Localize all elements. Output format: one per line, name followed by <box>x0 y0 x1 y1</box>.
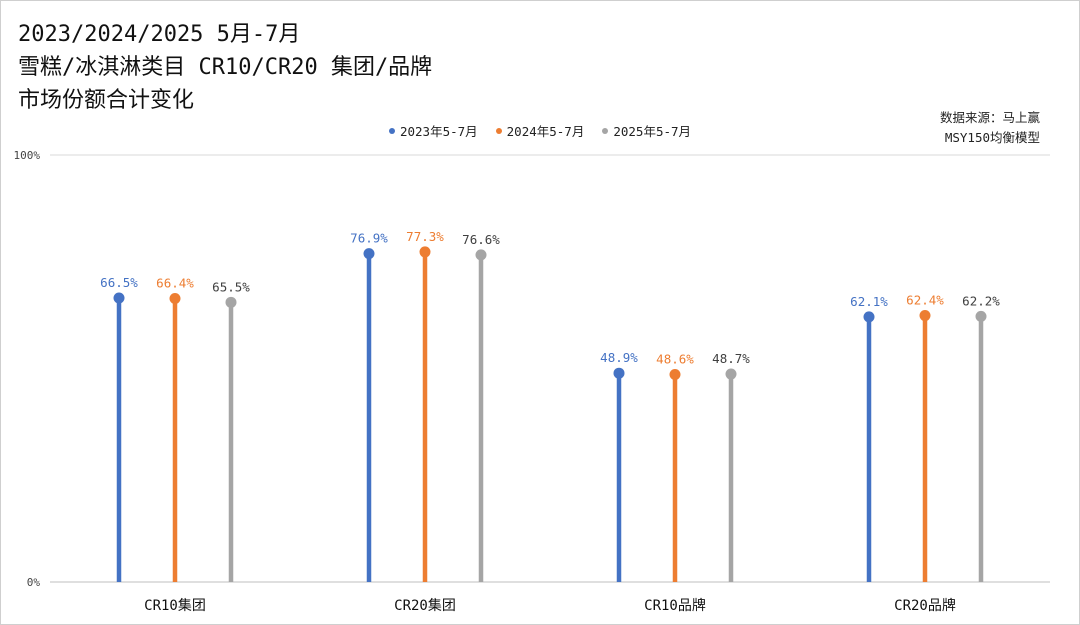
lollipop-point <box>919 310 931 322</box>
data-label: 62.2% <box>962 293 1000 308</box>
source-line-2: MSY150均衡模型 <box>944 130 1040 145</box>
data-label: 48.7% <box>712 351 750 366</box>
lollipop-point <box>225 296 237 308</box>
title-line-1: 2023/2024/2025 5月-7月 <box>18 22 301 47</box>
y-tick-label-max: 100% <box>14 149 41 162</box>
legend-marker-2025 <box>602 127 609 134</box>
data-label: 62.4% <box>906 293 944 308</box>
data-label: 66.5% <box>100 275 138 290</box>
data-label: 65.5% <box>212 279 250 294</box>
title-line-3: 市场份额合计变化 <box>18 88 195 113</box>
data-label: 76.9% <box>350 231 388 246</box>
y-tick-label-min: 0% <box>27 576 41 589</box>
lollipop-point <box>113 292 125 304</box>
lollipop-point <box>419 246 431 258</box>
lollipop-point <box>613 367 625 379</box>
lollipop-point <box>669 368 681 380</box>
x-tick-label: CR10品牌 <box>644 597 706 614</box>
legend-marker-2024 <box>495 127 502 134</box>
lollipop-point <box>975 310 987 322</box>
legend-label-2025: 2025年5-7月 <box>613 124 692 139</box>
data-label: 48.6% <box>656 351 694 366</box>
x-tick-label: CR10集团 <box>144 597 206 614</box>
legend-item-2023: 2023年5-7月 <box>388 121 478 140</box>
x-tick-label: CR20集团 <box>394 597 456 614</box>
data-label: 66.4% <box>156 275 194 290</box>
data-label: 48.9% <box>600 350 638 365</box>
lollipop-point <box>475 249 487 261</box>
lollipop-point <box>725 368 737 380</box>
legend-marker-2023 <box>388 127 395 134</box>
legend-label-2023: 2023年5-7月 <box>399 124 478 139</box>
lollipop-point <box>863 311 875 323</box>
data-label: 76.6% <box>462 232 500 247</box>
x-tick-label: CR20品牌 <box>894 597 956 614</box>
legend-item-2024: 2024年5-7月 <box>495 121 585 140</box>
legend-label-2024: 2024年5-7月 <box>506 124 585 139</box>
legend-item-2025: 2025年5-7月 <box>602 121 691 140</box>
data-label: 77.3% <box>406 229 444 244</box>
lollipop-point <box>363 248 375 260</box>
source-line-1: 数据来源：马上赢 <box>939 110 1040 125</box>
lollipop-point <box>169 292 181 304</box>
title-line-2: 雪糕/冰淇淋类目 CR10/CR20 集团/品牌 <box>18 55 433 80</box>
legend: 2023年5-7月 2024年5-7月 2025年5-7月 <box>0 121 1080 140</box>
data-label: 62.1% <box>850 294 888 309</box>
